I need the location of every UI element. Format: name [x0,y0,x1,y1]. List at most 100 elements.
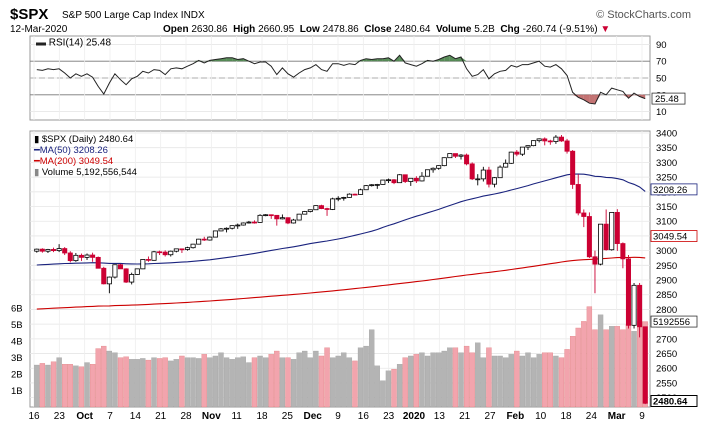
rsi-tick-label: 90 [656,40,667,51]
candle-body [184,247,191,250]
volume-bar [391,368,397,408]
volume-bar [586,306,593,408]
price-tick-label: 2700 [656,334,677,345]
candle-body [190,243,196,249]
volume-bar [56,357,62,408]
candle-body [51,249,57,252]
volume-bar [475,342,481,408]
price-tick-label: 2800 [656,305,677,316]
date-tick-label: 21 [459,411,471,422]
svg-text:▮ $SPX (Daily) 2480.64: ▮ $SPX (Daily) 2480.64 [34,134,133,145]
candle-body [402,174,408,182]
candle-body [424,169,431,177]
price-tick-label: 3300 [656,158,677,169]
volume-bar [603,329,609,408]
close-label: Close [364,24,392,35]
volume-bar [329,357,336,408]
volume-bar [363,345,369,408]
candle-body [84,254,90,258]
chg-down-arrow-icon: ▼ [600,24,611,35]
svg-text:━MA(200) 3049.54: ━MA(200) 3049.54 [33,156,113,167]
candle-body [363,185,369,191]
candle-body [168,250,174,256]
volume-bar [508,354,514,408]
chart-symbol: $SPX [10,6,49,23]
candle-icon: ▮ [34,134,39,145]
rsi-axis: 9070503010 [656,40,667,118]
volume-bar [39,363,46,408]
candle-body [212,230,218,238]
candle-body [531,140,537,147]
candle-body [173,248,179,252]
candle-body [45,249,51,252]
price-tick-label: 2650 [656,349,677,360]
rsi-overbought-fill [449,55,456,62]
volume-bar [564,349,570,408]
svg-text:25.48: 25.48 [655,94,679,105]
candle-body [196,238,202,245]
candle-body [603,223,609,251]
chg-label: Chg [500,24,520,35]
date-tick-label: 28 [180,411,192,422]
volume-bar [436,352,442,408]
candle-body [129,274,135,283]
candle-body [536,138,542,142]
ma200-line [36,256,646,310]
volume-bar [45,364,51,408]
volume-bar [463,345,470,408]
volume-swatch: ▮ [34,167,39,178]
exchange-label: INDX [180,10,205,21]
date-tick-label: 7 [107,411,113,422]
candle-body [503,162,509,168]
volume-bar [173,359,179,408]
date-tick-label: 24 [586,411,598,422]
volume-bar [296,352,302,408]
volume-bar [129,359,135,408]
volume-bar [480,357,486,408]
candle-body [341,196,347,199]
close-tag: 2480.64 [650,395,698,408]
volume-bar [581,321,587,408]
index-name: S&P 500 Large Cap Index [62,10,179,21]
volume-bar [469,352,475,408]
rsi-oversold-fill [583,94,590,104]
date-tick-label: 21 [155,411,167,422]
volume-bar [614,326,620,408]
volume-bar [357,347,364,408]
stockcharts-watermark: © StockCharts.com [596,9,691,21]
candle-body [447,153,453,159]
volume-tick-label: 3B [11,353,23,364]
candle-body [251,221,258,224]
price-tick-label: 3000 [656,246,677,257]
svg-text:5192556: 5192556 [653,317,690,328]
date-tick-label: 25 [282,411,294,422]
candle-body [112,264,118,278]
candle-body [469,163,475,180]
date-tick-label: Dec [303,411,322,422]
price-tick-label: 3400 [656,129,677,140]
volume-bar [218,352,224,408]
date-tick-label: 14 [130,411,142,422]
volume-bar [151,357,157,408]
candle-body [240,222,246,226]
candle-body [123,268,129,283]
volume-bar [212,355,219,408]
volume-bar [536,354,542,408]
volume-bar [625,324,632,408]
candle-body [519,146,525,155]
volume-tick-label: 5B [11,320,23,331]
date-tick-label: 23 [54,411,66,422]
volume-tag: 5192556 [650,315,698,328]
rsi-line [36,54,646,105]
date-tick-label: 10 [535,411,547,422]
volume-bar [95,348,101,408]
volume-bar [112,352,118,408]
volume-bar [575,327,581,408]
date-axis: 16 23 Oct 7 14 21 28 Nov 11 18 25 Dec 9 16 23 2020 13 21 2… [28,411,645,422]
date-tick-label: Nov [202,411,221,422]
volume-bar [145,359,152,408]
volume-bar [285,357,291,408]
candle-body [430,167,436,171]
candle-body [224,227,230,230]
volume-bar [168,360,174,408]
